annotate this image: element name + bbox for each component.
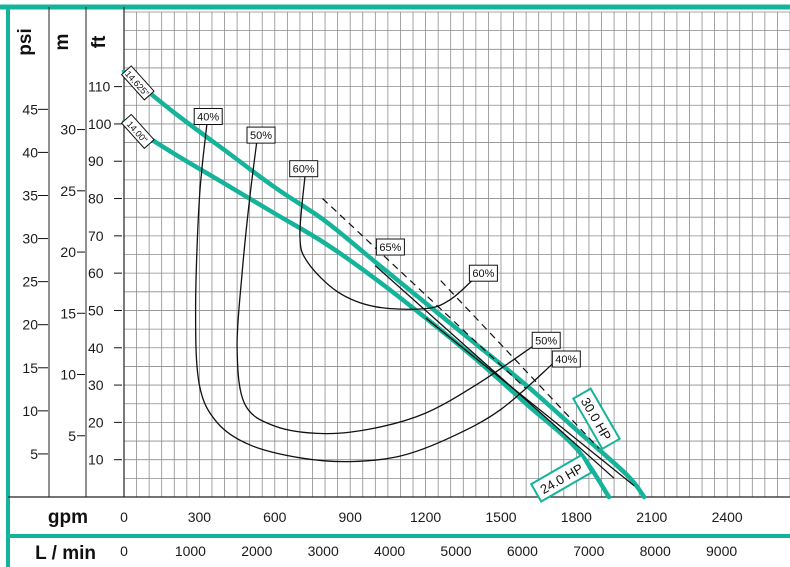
lmin-tick-label: 8000 [640,543,671,559]
series-line-efficiency-50 [236,138,537,435]
lmin-tick-label: 3000 [308,543,339,559]
curve-label-65: 65% [375,238,405,256]
series-line-efficiency-40 [194,123,555,463]
gpm-tick-label: 2100 [636,509,667,525]
psi-tick-label: 15 [22,360,38,376]
curve-label-40: 40% [551,350,581,368]
ft-tick-label: 100 [88,116,112,132]
psi-tick-label: 45 [22,101,38,117]
series-line-impeller-14-625 [121,69,647,500]
curve-label-60: 60% [289,160,319,178]
series-line-impeller-14-00 [121,119,612,500]
chart-frame [0,4,790,567]
gpm-tick-label: 300 [188,509,212,525]
curve-label-box [193,108,223,125]
curve-label-box [375,238,405,256]
lmin-tick-label: 2000 [241,543,272,559]
psi-axis-unit: psi [15,28,36,55]
psi-tick-label: 10 [22,403,38,419]
gpm-tick-label: 900 [339,509,363,525]
curve-label-text: 60% [472,268,494,280]
ft-tick-label: 10 [88,452,104,468]
series-line-efficiency_line-65 [322,198,527,390]
lmin-tick-label: 0 [120,543,128,559]
gpm-tick-label: 2400 [712,509,743,525]
curve-label-box [289,160,319,178]
gpm-tick-label: 0 [120,509,128,525]
curve-label-box [120,65,155,101]
gpm-tick-label: 1500 [485,509,516,525]
curve-label-60: 60% [468,264,498,282]
m-tick-label: 10 [60,367,76,383]
curve-label-box [468,264,498,282]
m-tick-label: 30 [60,122,76,138]
series-line-power-24-0-hp [425,317,635,487]
ft-axis-unit: ft [89,35,110,48]
gpm-tick-label: 600 [263,509,287,525]
curve-label-text: 50% [535,335,557,347]
m-tick-label: 5 [68,428,76,444]
curve-label-text: 50% [250,130,272,142]
m-tick-label: 25 [60,183,76,199]
lmin-tick-label: 5000 [440,543,471,559]
curve-label-text: 65% [379,242,401,254]
curve-label-text: 40% [555,354,577,366]
lmin-tick-label: 1000 [175,543,206,559]
ft-tick-label: 60 [88,265,104,281]
lmin-tick-label: 4000 [374,543,405,559]
gpm-tick-label: 1200 [410,509,441,525]
curve-label-50: 50% [531,331,561,349]
gpm-tick-label: 1800 [561,509,592,525]
curve-label-text: 60% [293,164,315,176]
ft-tick-label: 30 [88,377,104,393]
m-tick-label: 20 [60,244,76,260]
ft-tick-label: 80 [88,191,104,207]
series-line-efficiency-60 [299,176,477,310]
ft-tick-label: 70 [88,228,104,244]
curve-label-text: 40% [197,112,219,124]
ft-tick-label: 40 [88,340,104,356]
curve-label-box [529,453,593,503]
psi-tick-label: 35 [22,187,38,203]
curve-label-box [531,331,561,349]
m-axis-unit: m [52,34,73,51]
curve-label-40: 40% [193,108,223,125]
series-line-efficiency_line-60 [440,280,600,449]
curve-labels: 14.625"14.00"40%50%60%65%60%50%40%30.0 H… [120,65,622,503]
ft-tick-label: 50 [88,302,104,318]
curve-label-50: 50% [246,126,276,144]
lmin-tick-label: 6000 [507,543,538,559]
psi-tick-label: 20 [22,317,38,333]
lmin-tick-label: 7000 [573,543,604,559]
curve-label-box [120,113,155,150]
axes: psi m ft gpm L / min 1020304050607080901… [15,28,743,564]
m-tick-label: 15 [60,305,76,321]
curve-label-box [246,126,276,144]
psi-tick-label: 40 [22,144,38,160]
series-line-power-30-0-hp [374,265,615,479]
curve-label-box [571,387,622,451]
psi-tick-label: 30 [22,231,38,247]
ft-tick-label: 20 [88,414,104,430]
psi-tick-label: 25 [22,274,38,290]
gpm-axis-unit: gpm [48,507,88,528]
lmin-axis-unit: L / min [35,543,96,564]
curve-label-box [551,350,581,368]
curves [121,69,647,500]
lmin-tick-label: 9000 [706,543,737,559]
ft-tick-label: 90 [88,153,104,169]
psi-tick-label: 5 [30,446,38,462]
ft-tick-label: 110 [88,79,111,95]
